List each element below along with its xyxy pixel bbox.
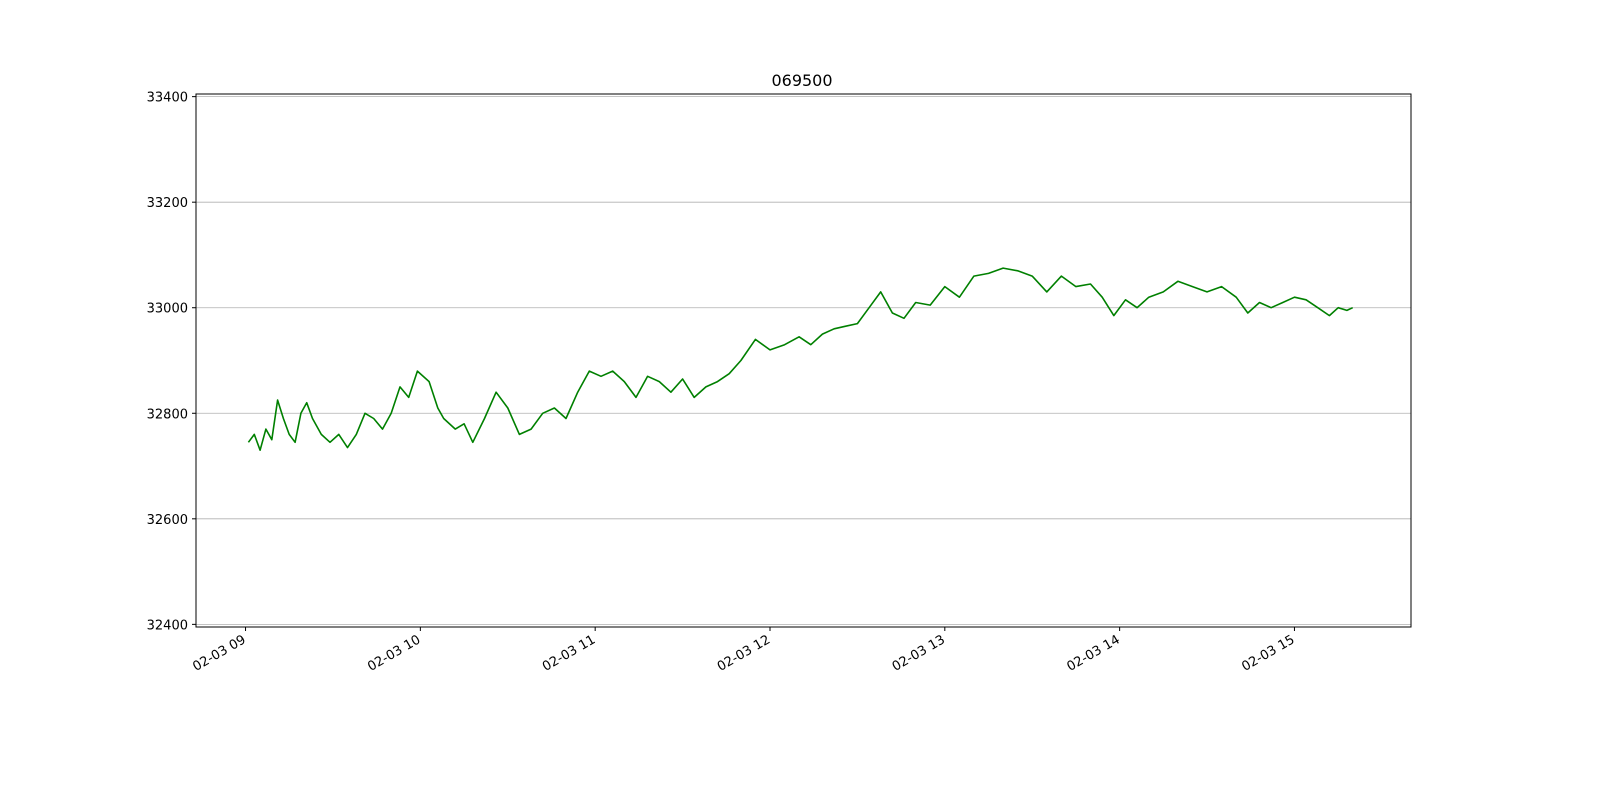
y-tick-label: 33000 <box>147 302 188 317</box>
price-line <box>247 267 1354 452</box>
y-tick-label: 33400 <box>147 91 188 106</box>
x-tick-label: 02-03 12 <box>715 632 773 674</box>
x-tick-label: 02-03 15 <box>1239 632 1297 674</box>
chart-title: 069500 <box>771 71 832 90</box>
y-axis: 32400 32600 32800 33000 33200 33400 <box>147 91 196 633</box>
y-tick-label: 32800 <box>147 407 188 422</box>
series-layer <box>247 267 1354 452</box>
x-tick-label: 02-03 13 <box>890 632 948 674</box>
y-tick-label: 32600 <box>147 513 188 528</box>
x-tick-label: 02-03 09 <box>190 632 248 674</box>
x-tick-label: 02-03 10 <box>365 632 423 674</box>
gridlines <box>196 96 1411 625</box>
x-tick-label: 02-03 11 <box>540 632 598 674</box>
y-tick-label: 33200 <box>147 196 188 211</box>
x-axis: 02-03 09 02-03 10 02-03 11 02-03 12 02-03 13… <box>190 627 1297 675</box>
x-tick-label: 02-03 14 <box>1065 632 1123 674</box>
y-tick-label: 32400 <box>147 618 188 633</box>
plot-frame <box>195 93 1412 628</box>
